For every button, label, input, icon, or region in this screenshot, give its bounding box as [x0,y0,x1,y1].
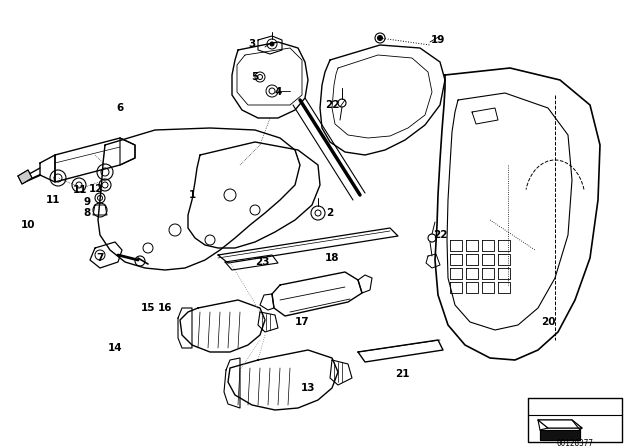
Polygon shape [540,430,580,440]
Text: 18: 18 [324,253,339,263]
Text: 5: 5 [252,72,259,82]
Circle shape [270,42,274,46]
Text: 19: 19 [431,35,445,45]
Circle shape [378,35,383,40]
Text: 10: 10 [20,220,35,230]
Text: 6: 6 [116,103,124,113]
Text: 3: 3 [248,39,255,49]
Text: 13: 13 [301,383,316,393]
Text: 20: 20 [541,317,556,327]
Polygon shape [18,170,32,184]
Text: 15: 15 [141,303,156,313]
Text: 14: 14 [108,343,122,353]
Text: 2: 2 [326,208,333,218]
Text: 4: 4 [275,87,282,97]
Text: 22: 22 [433,230,447,240]
Polygon shape [538,420,582,428]
Text: 9: 9 [83,197,91,207]
Text: 16: 16 [157,303,172,313]
Text: 8: 8 [83,208,91,218]
Text: 23: 23 [255,257,269,267]
Text: 00128377: 00128377 [557,439,593,448]
Text: 11: 11 [45,195,60,205]
Text: 12: 12 [89,184,103,194]
Text: 1: 1 [188,190,196,200]
Text: 7: 7 [96,253,104,263]
Text: 17: 17 [294,317,309,327]
Text: 22: 22 [324,100,339,110]
Text: 21: 21 [395,369,409,379]
Text: 11: 11 [73,185,87,195]
